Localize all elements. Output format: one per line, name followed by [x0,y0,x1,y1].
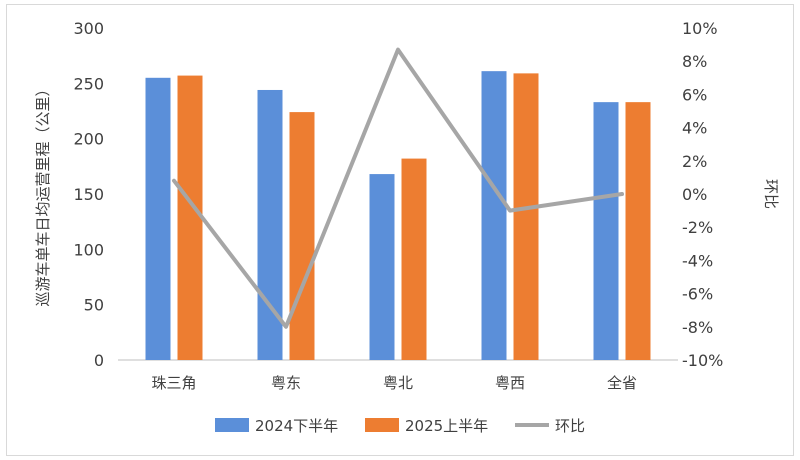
line-series [172,47,624,329]
y-tick-label: 200 [73,130,104,149]
y2-tick-label: -6% [682,285,713,304]
y-tick-label: 150 [73,185,104,204]
y2-tick-label: 2% [682,152,707,171]
y2-tick-label: -2% [682,218,713,237]
y-tick-label: 100 [73,240,104,259]
bar [145,77,171,361]
y-tick-label: 300 [73,19,104,38]
bar [481,71,507,360]
category-label: 粤东 [271,374,301,392]
legend-swatch [365,418,399,432]
legend-swatch [215,418,249,432]
bar [401,158,427,360]
y-axis-title: 巡游车单车日均运营里程（公里） [34,81,52,306]
line-point [508,209,512,213]
legend-label: 2024下半年 [255,417,338,435]
y2-tick-label: 8% [682,52,707,71]
legend-label: 环比 [555,417,585,435]
line-point [396,48,400,52]
y2-tick-label: 6% [682,85,707,104]
bar [513,73,539,360]
line-point [620,192,624,196]
category-label: 珠三角 [151,374,196,392]
line-point [284,325,288,329]
y2-tick-label: 10% [682,19,718,38]
category-label: 粤西 [495,374,525,392]
bar [369,174,395,360]
y2-tick-label: 4% [682,119,707,138]
legend: 2024下半年 2025上半年 环比 [215,417,585,435]
y2-tick-label: -8% [682,318,713,337]
y2-tick-label: -4% [682,251,713,270]
bar [625,102,651,360]
y2-axis-title: 环比 [762,179,780,209]
bar [593,102,619,360]
y2-tick-label: 0% [682,185,707,204]
y-tick-label: 250 [73,74,104,93]
legend-label: 2025上半年 [405,417,488,435]
plot-area: 0 50 100 150 200 250 300 -10% -8% -6% -4% -2% 0% 2% 4%… [73,19,723,392]
chart-frame [6,4,794,456]
line-point [172,179,176,183]
bar [177,75,203,360]
y2-tick-label: -10% [682,351,723,370]
bar [289,112,315,361]
category-label: 粤北 [383,374,413,392]
category-label: 全省 [607,374,637,392]
y-tick-label: 50 [84,296,104,315]
y-tick-label: 0 [94,351,104,370]
